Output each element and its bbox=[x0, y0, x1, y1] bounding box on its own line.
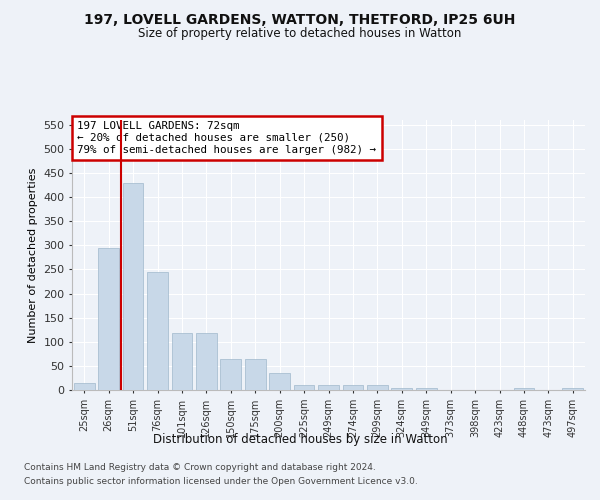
Bar bbox=[293, 385, 314, 390]
Bar bbox=[196, 333, 217, 390]
Text: Distribution of detached houses by size in Watton: Distribution of detached houses by size … bbox=[152, 432, 448, 446]
Bar bbox=[562, 388, 583, 390]
Text: 197, LOVELL GARDENS, WATTON, THETFORD, IP25 6UH: 197, LOVELL GARDENS, WATTON, THETFORD, I… bbox=[85, 12, 515, 26]
Bar bbox=[318, 385, 339, 390]
Bar bbox=[269, 373, 290, 390]
Text: Contains public sector information licensed under the Open Government Licence v3: Contains public sector information licen… bbox=[24, 478, 418, 486]
Bar bbox=[416, 388, 437, 390]
Bar bbox=[220, 358, 241, 390]
Bar bbox=[74, 383, 95, 390]
Text: Size of property relative to detached houses in Watton: Size of property relative to detached ho… bbox=[139, 28, 461, 40]
Bar bbox=[98, 248, 119, 390]
Bar bbox=[391, 388, 412, 390]
Bar bbox=[245, 358, 266, 390]
Bar bbox=[147, 272, 168, 390]
Bar bbox=[122, 182, 143, 390]
Text: 197 LOVELL GARDENS: 72sqm
← 20% of detached houses are smaller (250)
79% of semi: 197 LOVELL GARDENS: 72sqm ← 20% of detac… bbox=[77, 122, 376, 154]
Bar bbox=[367, 385, 388, 390]
Bar bbox=[172, 333, 193, 390]
Y-axis label: Number of detached properties: Number of detached properties bbox=[28, 168, 38, 342]
Bar bbox=[514, 388, 535, 390]
Text: Contains HM Land Registry data © Crown copyright and database right 2024.: Contains HM Land Registry data © Crown c… bbox=[24, 462, 376, 471]
Bar bbox=[343, 385, 364, 390]
